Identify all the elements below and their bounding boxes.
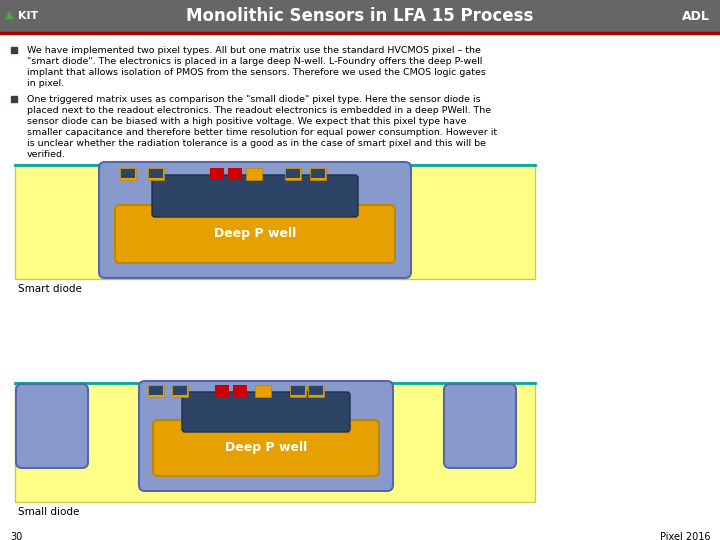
Text: ADL: ADL (682, 10, 710, 23)
Text: Smart diode: Smart diode (18, 284, 82, 294)
FancyBboxPatch shape (182, 392, 350, 432)
Bar (310, 168, 326, 180)
Text: One triggered matrix uses as comparison the "small diode" pixel type. Here the s: One triggered matrix uses as comparison … (27, 95, 481, 104)
Text: Monolithic Sensors in LFA 15 Process: Monolithic Sensors in LFA 15 Process (186, 7, 534, 25)
Bar (255, 385, 271, 397)
Text: Small diode: Small diode (18, 507, 79, 517)
Bar (172, 385, 188, 397)
Bar (149, 386, 163, 395)
Bar (120, 168, 136, 180)
Bar (286, 169, 300, 178)
Text: KIT: KIT (18, 11, 38, 21)
Text: "smart diode". The electronics is placed in a large deep N-well. L-Foundry offer: "smart diode". The electronics is placed… (27, 57, 482, 66)
Bar (215, 385, 229, 397)
Bar (290, 385, 306, 397)
Bar (15, 164, 535, 279)
Bar (148, 168, 164, 180)
Bar (15, 382, 535, 502)
FancyBboxPatch shape (115, 205, 395, 263)
Text: in pixel.: in pixel. (27, 79, 64, 88)
FancyBboxPatch shape (99, 162, 411, 278)
Text: Deep P well: Deep P well (225, 442, 307, 455)
Bar (121, 169, 135, 178)
Bar (210, 168, 224, 179)
Bar (233, 385, 247, 397)
Text: placed next to the readout electronics. The readout electronics is embedded in a: placed next to the readout electronics. … (27, 106, 491, 115)
Bar (173, 386, 187, 395)
FancyBboxPatch shape (153, 420, 379, 476)
Bar (148, 385, 164, 397)
Text: Deep P well: Deep P well (214, 227, 296, 240)
Bar (311, 169, 325, 178)
Text: is unclear whether the radiation tolerance is a good as in the case of smart pix: is unclear whether the radiation toleran… (27, 139, 486, 148)
FancyBboxPatch shape (152, 175, 358, 217)
Bar (309, 386, 323, 395)
Bar (149, 169, 163, 178)
Bar (0, 0, 720, 32)
Bar (308, 385, 324, 397)
FancyBboxPatch shape (139, 381, 393, 491)
Text: We have implemented two pixel types. All but one matrix use the standard HVCMOS : We have implemented two pixel types. All… (27, 46, 481, 55)
FancyBboxPatch shape (444, 384, 516, 468)
Text: verified.: verified. (27, 150, 66, 159)
Text: 30: 30 (10, 532, 22, 540)
FancyBboxPatch shape (16, 384, 88, 468)
Text: smaller capacitance and therefore better time resolution for equal power consump: smaller capacitance and therefore better… (27, 128, 497, 137)
Bar (291, 386, 305, 395)
Text: implant that allows isolation of PMOS from the sensors. Therefore we used the CM: implant that allows isolation of PMOS fr… (27, 68, 486, 77)
Text: sensor diode can be biased with a high positive voltage. We expect that this pix: sensor diode can be biased with a high p… (27, 117, 467, 126)
Text: ▲: ▲ (5, 10, 14, 20)
Bar (285, 168, 301, 180)
Bar (246, 168, 262, 180)
Bar (228, 168, 242, 179)
Text: Pixel 2016: Pixel 2016 (660, 532, 710, 540)
